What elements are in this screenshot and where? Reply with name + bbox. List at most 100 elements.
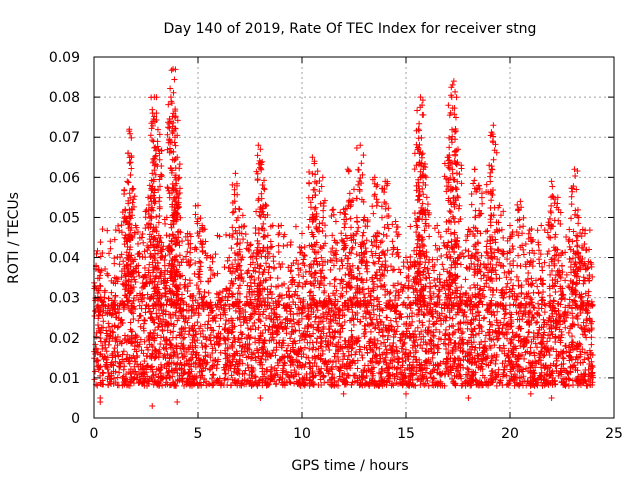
data-point — [261, 322, 268, 329]
data-point — [214, 361, 221, 368]
data-point — [160, 316, 167, 323]
data-point — [533, 319, 540, 326]
data-point — [357, 318, 364, 325]
data-point — [232, 307, 239, 314]
data-point — [335, 339, 342, 346]
data-point — [291, 367, 298, 374]
data-point — [140, 350, 147, 357]
data-point — [412, 343, 419, 350]
data-point — [114, 324, 121, 331]
data-point — [205, 312, 212, 319]
data-point — [478, 338, 485, 345]
data-point — [172, 309, 179, 316]
data-point — [217, 349, 224, 356]
data-point — [580, 319, 587, 326]
data-point — [413, 311, 420, 318]
data-point — [106, 338, 113, 345]
data-point — [162, 308, 169, 315]
data-point — [212, 347, 219, 354]
data-point — [578, 324, 585, 331]
data-point — [255, 324, 262, 331]
data-point — [323, 333, 330, 339]
data-point — [465, 366, 472, 373]
data-point — [384, 365, 391, 372]
data-point — [132, 305, 139, 312]
data-point — [495, 322, 502, 329]
data-point — [431, 375, 438, 382]
data-point — [426, 318, 433, 325]
data-point — [425, 324, 432, 331]
data-point — [244, 325, 251, 332]
data-point — [476, 345, 483, 352]
data-point — [229, 317, 236, 324]
data-point — [254, 382, 261, 389]
data-point — [386, 372, 393, 379]
data-point — [423, 341, 430, 348]
data-point — [157, 350, 164, 357]
data-point — [486, 332, 493, 339]
data-point — [174, 351, 181, 358]
data-point — [180, 335, 187, 342]
data-point — [225, 336, 232, 343]
data-point — [314, 307, 321, 314]
data-point — [392, 315, 399, 322]
data-point — [152, 371, 159, 378]
data-point — [430, 321, 437, 328]
data-point — [374, 337, 381, 344]
data-point — [401, 339, 408, 346]
data-point — [252, 354, 259, 361]
data-point — [135, 363, 142, 370]
data-point — [377, 370, 384, 377]
data-point — [376, 312, 383, 319]
chart-title: Day 140 of 2019, Rate Of TEC Index for r… — [164, 21, 537, 37]
data-point — [137, 336, 144, 343]
data-point — [583, 334, 590, 341]
data-point — [333, 357, 340, 364]
data-point — [493, 382, 500, 389]
data-point — [114, 333, 121, 340]
data-point — [350, 321, 357, 328]
data-point — [123, 371, 130, 378]
data-point — [500, 331, 507, 338]
data-point — [92, 341, 99, 348]
data-point — [167, 315, 174, 322]
data-point — [443, 346, 450, 353]
data-point — [269, 349, 276, 356]
data-point — [116, 369, 123, 376]
data-point — [104, 354, 111, 361]
data-point — [132, 338, 139, 345]
data-point — [354, 365, 361, 372]
data-point — [540, 352, 547, 359]
data-point — [130, 316, 137, 323]
data-point — [113, 336, 120, 343]
data-point — [330, 335, 337, 342]
data-point — [393, 318, 400, 325]
data-point — [103, 348, 110, 355]
data-points-layer — [91, 66, 597, 409]
data-point — [274, 316, 281, 323]
data-point — [260, 308, 267, 315]
data-point — [464, 325, 471, 332]
data-point — [143, 344, 150, 351]
data-point — [500, 342, 507, 349]
data-point — [300, 351, 307, 358]
data-point — [127, 319, 134, 326]
data-point — [569, 314, 576, 321]
data-point — [414, 359, 421, 366]
data-point — [585, 354, 592, 361]
data-point — [487, 372, 494, 379]
data-point — [185, 344, 192, 351]
data-point — [503, 310, 510, 317]
data-point — [279, 319, 286, 326]
data-point — [381, 339, 388, 346]
data-point — [491, 342, 498, 349]
data-point — [405, 325, 412, 332]
data-point — [479, 351, 486, 358]
data-point — [560, 355, 567, 362]
data-point — [164, 351, 171, 358]
data-point — [194, 319, 201, 326]
data-point — [412, 328, 419, 335]
data-point — [569, 310, 576, 317]
